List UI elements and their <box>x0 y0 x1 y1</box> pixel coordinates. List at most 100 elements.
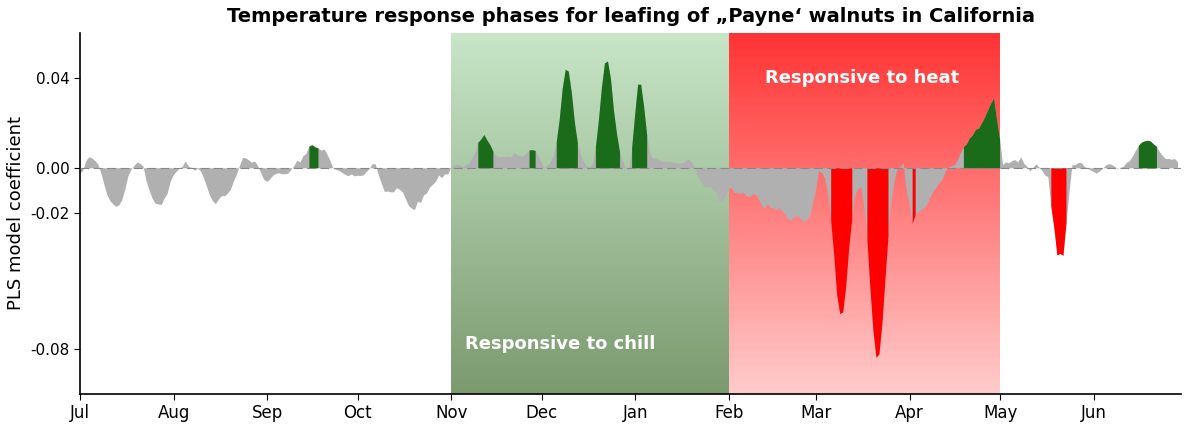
Bar <box>451 69 728 73</box>
Bar <box>728 156 1000 159</box>
Bar <box>451 36 728 40</box>
Bar <box>451 76 728 80</box>
Bar <box>728 369 1000 372</box>
Bar <box>728 58 1000 62</box>
Bar <box>728 300 1000 303</box>
Bar <box>451 278 728 282</box>
Bar <box>728 80 1000 84</box>
Bar <box>451 206 728 210</box>
Bar <box>451 235 728 239</box>
Bar <box>451 224 728 228</box>
Bar <box>451 181 728 184</box>
Bar <box>728 379 1000 383</box>
Bar <box>451 192 728 195</box>
Bar <box>451 285 728 289</box>
Bar <box>728 44 1000 48</box>
Bar <box>728 239 1000 242</box>
Bar <box>451 314 728 318</box>
Bar <box>728 329 1000 332</box>
Bar <box>451 145 728 148</box>
Bar <box>451 282 728 285</box>
Bar <box>728 174 1000 177</box>
Bar <box>451 102 728 105</box>
Bar <box>451 177 728 181</box>
Bar <box>451 58 728 62</box>
Bar <box>728 253 1000 257</box>
Bar <box>728 177 1000 181</box>
Bar <box>728 365 1000 369</box>
Bar <box>451 210 728 213</box>
Bar <box>451 329 728 332</box>
Bar <box>451 66 728 69</box>
Bar <box>728 148 1000 152</box>
Bar <box>451 383 728 387</box>
Bar <box>451 123 728 127</box>
Bar <box>728 260 1000 264</box>
Bar <box>728 48 1000 51</box>
Bar <box>451 44 728 48</box>
Bar <box>728 94 1000 98</box>
Bar <box>728 159 1000 163</box>
Bar <box>451 199 728 202</box>
Bar <box>728 127 1000 130</box>
Bar <box>728 98 1000 102</box>
Bar <box>451 116 728 120</box>
Bar <box>451 188 728 192</box>
Bar <box>451 62 728 66</box>
Bar <box>728 307 1000 311</box>
Bar <box>728 33 1000 36</box>
Bar <box>728 109 1000 112</box>
Bar <box>728 181 1000 184</box>
Bar <box>451 138 728 141</box>
Bar <box>728 112 1000 116</box>
Bar <box>728 383 1000 387</box>
Bar <box>728 145 1000 148</box>
Bar <box>451 156 728 159</box>
Bar <box>728 166 1000 170</box>
Bar <box>451 318 728 321</box>
Bar <box>728 141 1000 145</box>
Bar <box>451 112 728 116</box>
Bar <box>728 271 1000 275</box>
Bar <box>451 141 728 145</box>
Bar <box>451 166 728 170</box>
Bar <box>451 134 728 138</box>
Bar <box>451 40 728 44</box>
Bar <box>451 221 728 224</box>
Bar <box>728 210 1000 213</box>
Bar <box>451 339 728 343</box>
Bar <box>451 271 728 275</box>
Bar <box>728 267 1000 271</box>
Bar <box>728 134 1000 138</box>
Bar <box>451 127 728 130</box>
Bar <box>728 84 1000 87</box>
Bar <box>728 206 1000 210</box>
Bar <box>451 296 728 300</box>
Bar <box>451 361 728 365</box>
Bar <box>728 130 1000 134</box>
Bar <box>728 350 1000 354</box>
Bar <box>451 336 728 339</box>
Bar <box>728 66 1000 69</box>
Bar <box>728 321 1000 325</box>
Bar <box>728 163 1000 166</box>
Bar <box>451 249 728 253</box>
Bar <box>728 246 1000 249</box>
Title: Temperature response phases for leafing of „Payne‘ walnuts in California: Temperature response phases for leafing … <box>227 7 1035 26</box>
Bar <box>451 159 728 163</box>
Bar <box>451 51 728 54</box>
Bar <box>728 120 1000 123</box>
Bar <box>728 314 1000 318</box>
Bar <box>728 361 1000 365</box>
Bar <box>728 376 1000 379</box>
Bar <box>728 152 1000 156</box>
Bar <box>728 73 1000 76</box>
Bar <box>451 321 728 325</box>
Bar <box>728 325 1000 329</box>
Bar <box>451 87 728 91</box>
Bar <box>728 87 1000 91</box>
Bar <box>451 84 728 87</box>
Bar <box>451 98 728 102</box>
Bar <box>451 347 728 350</box>
Bar <box>451 228 728 231</box>
